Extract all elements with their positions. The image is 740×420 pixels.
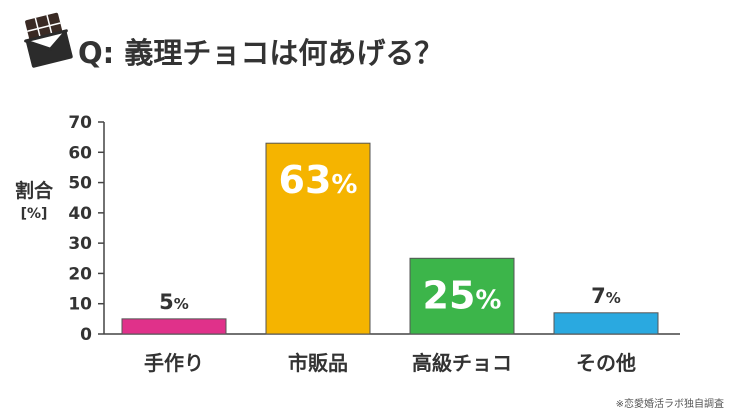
- data-label: 63%: [279, 158, 358, 202]
- chart-header: Q: 義理チョコは何あげる？: [18, 12, 538, 82]
- y-tick-label: 0: [80, 325, 92, 345]
- data-label: 7%: [591, 284, 621, 308]
- y-tick-label: 70: [68, 113, 92, 133]
- y-axis-unit: [%]: [20, 206, 48, 222]
- source-note: ※恋愛婚活ラボ独自調査: [615, 399, 724, 410]
- data-label: 5%: [159, 290, 189, 314]
- bar: [409, 257, 515, 335]
- data-label: 25%: [423, 273, 502, 317]
- y-tick-label: 40: [68, 204, 92, 224]
- y-axis-title: 割合: [14, 180, 53, 202]
- x-tick-label: その他: [576, 351, 636, 375]
- x-tick-label: 手作り: [144, 351, 204, 375]
- y-axis-label: 割合 [%]: [14, 180, 54, 224]
- x-tick-label: 市販品: [288, 351, 348, 375]
- chocolate-bar-icon: [24, 12, 73, 68]
- y-tick-label: 30: [68, 234, 92, 254]
- y-tick-label: 60: [68, 143, 92, 163]
- bar: [121, 318, 227, 335]
- y-tick-label: 10: [68, 295, 92, 315]
- bar: [553, 312, 659, 335]
- bar: [265, 142, 371, 335]
- y-tick-label: 50: [68, 174, 92, 194]
- chart-title: Q: 義理チョコは何あげる？: [78, 36, 444, 70]
- x-tick-label: 高級チョコ: [412, 351, 512, 375]
- y-tick-label: 20: [68, 264, 92, 284]
